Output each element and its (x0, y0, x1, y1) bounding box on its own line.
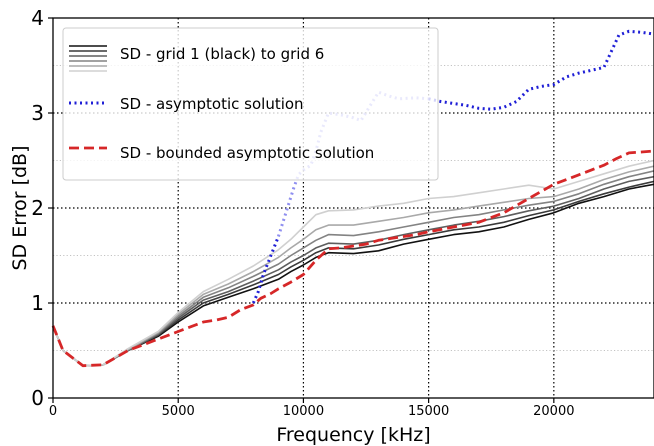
x-tick-label-15000: 15000 (408, 404, 449, 419)
x-tick-label-5000: 5000 (162, 404, 195, 419)
y-tick-label-3: 3 (31, 101, 44, 125)
series-grid-3 (52, 175, 654, 367)
y-tick-label-0: 0 (31, 386, 44, 410)
series-bounded-asymptotic (51, 149, 654, 368)
y-tick-label-4: 4 (31, 6, 44, 30)
legend-box (62, 27, 439, 181)
series-asymptotic-segment-2 (428, 29, 654, 111)
legend-label-bounded: SD - bounded asymptotic solution (120, 144, 374, 162)
grid (53, 18, 654, 398)
legend-label-asymptotic: SD - asymptotic solution (120, 95, 304, 113)
x-tick-label-20000: 20000 (533, 404, 574, 419)
legend-label-grid: SD - grid 1 (black) to grid 6 (120, 45, 324, 63)
legend-sample-grid (69, 45, 107, 72)
legend: SD - grid 1 (black) to grid 6 SD - asymp… (62, 27, 439, 181)
x-axis-label: Frequency [kHz] (276, 424, 430, 446)
x-tick-label-0: 0 (49, 404, 57, 419)
y-tick-label-2: 2 (31, 196, 44, 220)
x-tick-label-10000: 10000 (283, 404, 324, 419)
ticks: 0 5000 10000 15000 20000 0 1 2 3 4 (31, 6, 574, 419)
y-axis-label: SD Error [dB] (9, 145, 31, 270)
series-grid-5 (52, 165, 654, 367)
y-tick-label-1: 1 (31, 291, 44, 315)
series-lines (51, 29, 654, 368)
series-grid-6 (52, 159, 654, 367)
